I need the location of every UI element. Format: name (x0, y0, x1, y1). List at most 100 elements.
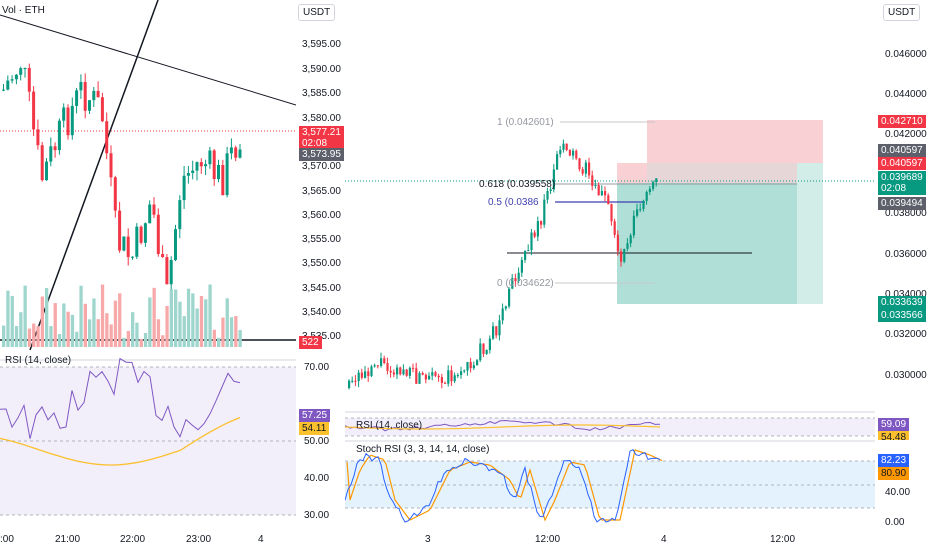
candle-body (75, 90, 79, 106)
candle-body (456, 375, 459, 377)
candle-body (88, 100, 91, 111)
candle-body (204, 164, 208, 167)
volume-bar (182, 316, 186, 347)
candle-body (156, 214, 160, 255)
candle-body (632, 215, 635, 236)
fib-label-05: 0.5 (0.0386 (488, 197, 539, 208)
price-axis-label: 3,595.00 (302, 39, 341, 50)
candle-body (584, 162, 587, 174)
trendline-ascending[interactable] (29, 0, 159, 351)
candle-body (488, 338, 491, 351)
current-price-value: 0.039689 (881, 172, 923, 183)
price-axis-label: 3,565.00 (302, 186, 341, 197)
currency-button[interactable]: USDT (883, 4, 921, 21)
candle-body (373, 365, 376, 367)
volume-bar (83, 303, 87, 347)
volume-bar (204, 299, 208, 347)
candle-body (392, 372, 395, 375)
candle-body (105, 121, 109, 154)
volume-bar (195, 308, 199, 347)
candle-body (437, 375, 440, 378)
volume-bar (49, 326, 53, 347)
time-axis-label: :00 (0, 534, 14, 545)
candle-body (575, 150, 578, 159)
volume-bar (199, 295, 204, 347)
candle-body (10, 79, 14, 81)
candle-body (380, 358, 383, 366)
candle-body (208, 150, 212, 165)
volume-bar (45, 288, 49, 347)
stoch-axis-label: 0.00 (885, 517, 905, 528)
candle-body (463, 370, 466, 372)
candle-body (562, 143, 565, 150)
fib-label-0618: 0.618 (0.039558) (479, 179, 556, 190)
take-profit-zone-ext (797, 163, 823, 304)
candle-body (408, 367, 411, 376)
stop-loss-zone[interactable] (647, 120, 823, 163)
volume-bar (212, 329, 216, 347)
currency-button[interactable]: USDT (298, 4, 336, 21)
candle-body (597, 185, 600, 196)
right-chart-canvas[interactable] (345, 0, 875, 530)
volume-bar (156, 319, 161, 347)
volume-bar (105, 313, 109, 347)
candle-body (620, 251, 623, 262)
rsi-panel-background (345, 418, 875, 436)
candle-body (109, 153, 113, 178)
rsi-line (0, 357, 241, 439)
candle-body (482, 343, 485, 354)
volume-bar (234, 316, 238, 347)
time-axis-label: 3 (425, 534, 431, 545)
rsi-ma-tag: 54.11 (299, 422, 330, 435)
candle-body (118, 210, 122, 251)
countdown-timer: 02:08 (881, 183, 907, 194)
candle-body (45, 161, 48, 181)
candle-body (221, 165, 225, 196)
candle-body (549, 189, 552, 191)
volume-bar (126, 330, 130, 347)
candle-body (466, 362, 469, 371)
volume-legend: Vol · ETH (2, 5, 45, 16)
right-chart[interactable]: USDT 0.046000 0.044000 0.042000 0.038000… (345, 0, 932, 550)
candle-body (399, 367, 402, 375)
time-axis-label: 4 (661, 534, 667, 545)
candle-body (152, 204, 156, 215)
take-profit-tag: 0.033566 (878, 309, 926, 322)
candle-body (70, 105, 74, 136)
rsi-legend: RSI (14, close) (5, 355, 72, 366)
rsi-ma-tag: 54.48 (878, 431, 910, 440)
price-axis-label: 0.030000 (885, 370, 927, 381)
time-axis-label: 12:00 (535, 534, 561, 545)
candle-body (199, 162, 203, 167)
left-chart-canvas[interactable] (0, 0, 296, 530)
candle-body (536, 221, 539, 237)
candle-body (36, 129, 40, 146)
candle-body (476, 360, 479, 366)
left-chart[interactable]: Vol · ETH USDT 3,595.00 3,590.00 3,585.0… (0, 0, 344, 550)
volume-bar (229, 317, 234, 347)
candle-body (79, 82, 83, 91)
candle-body (23, 68, 27, 70)
candle-body (428, 375, 431, 380)
candle-body (178, 200, 182, 230)
candle-body (568, 150, 571, 156)
price-axis-label: 3,540.00 (302, 307, 341, 318)
candle-body (6, 80, 10, 90)
trendline-descending[interactable] (0, 14, 296, 106)
candle-body (572, 150, 575, 156)
candle-body (415, 368, 418, 384)
volume-bar (152, 287, 156, 347)
volume-bar (53, 303, 57, 347)
volume-bar (174, 289, 178, 347)
volume-bar (36, 326, 40, 347)
volume-bar (118, 293, 122, 347)
rsi-axis-label: 70.00 (304, 362, 330, 373)
last-price-tag: 3,577.21 02:08 (299, 126, 344, 150)
volume-bar (19, 312, 23, 347)
rsi-legend: RSI (14, close) (356, 420, 423, 431)
candle-body (195, 162, 199, 171)
candle-body (594, 185, 597, 187)
price-axis-label: 0.044000 (885, 89, 927, 100)
candle-body (559, 149, 562, 155)
volume-bar (186, 288, 191, 347)
